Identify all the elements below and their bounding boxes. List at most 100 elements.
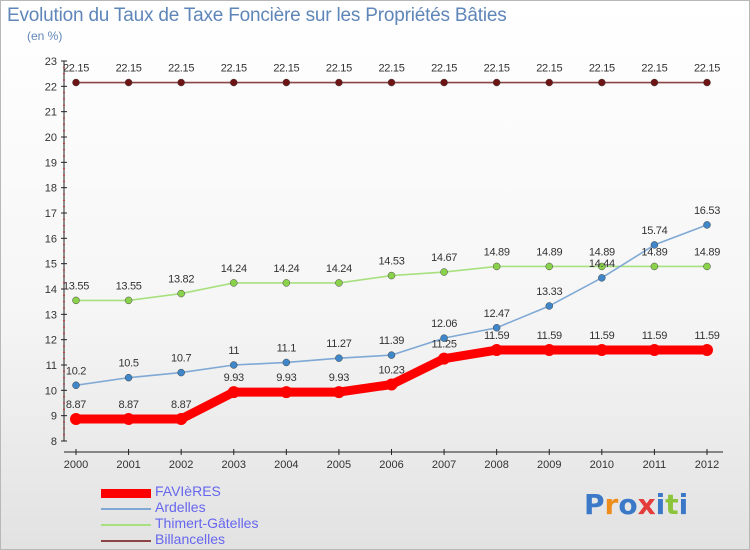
logo-letter: x <box>637 488 656 521</box>
data-point <box>648 344 661 357</box>
data-label: 22.15 <box>536 63 562 75</box>
data-label: 11.59 <box>589 330 614 342</box>
data-label: 10.23 <box>378 365 404 377</box>
data-point <box>280 386 293 399</box>
data-point <box>282 358 291 367</box>
data-point <box>332 386 345 399</box>
x-tick-label: 2003 <box>222 459 246 471</box>
data-label: 8.87 <box>171 399 191 411</box>
y-tick-label: 22 <box>45 81 57 93</box>
data-label: 22.15 <box>378 63 404 75</box>
x-tick-label: 2007 <box>432 459 456 471</box>
data-label: 15.74 <box>641 225 667 237</box>
y-tick-label: 18 <box>45 183 57 195</box>
data-point <box>335 279 343 287</box>
y-tick-label: 8 <box>51 436 57 448</box>
data-point <box>598 274 606 282</box>
legend-swatch <box>101 524 151 526</box>
y-tick-label: 9 <box>51 411 57 423</box>
data-point <box>387 271 396 280</box>
y-tick-label: 10 <box>45 385 57 397</box>
proxiti-logo: Proxiti <box>584 488 688 521</box>
legend-swatch <box>101 540 151 542</box>
data-point <box>175 412 188 425</box>
logo-letter: t <box>665 488 679 521</box>
logo-letter: i <box>678 488 689 521</box>
y-tick-label: 11 <box>46 360 57 372</box>
data-point <box>124 78 133 87</box>
y-tick-label: 14 <box>45 284 57 296</box>
data-label: 9.93 <box>224 372 244 384</box>
data-label: 22.15 <box>168 63 194 75</box>
axes: 8 9 10 11 12 13 14 15 16 17 18 19 20 21 22 23 2000 2001 20… <box>45 56 723 471</box>
data-label: 12.47 <box>484 308 510 320</box>
y-tick-label: 23 <box>45 56 57 68</box>
y-tick-label: 20 <box>45 132 57 144</box>
data-label: 22.15 <box>273 63 299 75</box>
data-point <box>124 373 133 382</box>
y-tick-label: 15 <box>45 259 57 271</box>
data-point <box>545 302 553 310</box>
legend-swatch <box>101 508 151 510</box>
data-point <box>543 344 556 357</box>
legend-label: Thimert-Gâtelles <box>155 515 259 531</box>
data-label: 14.24 <box>221 263 247 275</box>
data-point <box>440 268 448 276</box>
logo-letter: P <box>584 488 605 521</box>
data-label: 22.15 <box>63 63 89 75</box>
chart-title: Evolution du Taux de Taxe Foncière sur l… <box>7 5 507 26</box>
data-label: 11.39 <box>379 335 404 347</box>
x-tick-label: 2006 <box>379 459 403 471</box>
data-label: 14.67 <box>431 252 457 264</box>
data-point <box>387 78 396 87</box>
data-label: 22.15 <box>484 63 510 75</box>
data-label: 14.89 <box>484 246 510 258</box>
x-tick-label: 2009 <box>537 459 561 471</box>
data-point <box>492 324 501 332</box>
data-point <box>335 78 343 87</box>
data-label: 14.24 <box>273 263 299 275</box>
data-label: 11.1 <box>277 342 297 354</box>
legend-label: Billancelles <box>155 531 226 547</box>
data-point <box>72 78 80 87</box>
data-point <box>440 78 448 87</box>
data-point <box>545 262 553 271</box>
unit-label: (en %) <box>27 29 63 43</box>
x-tick-label: 2004 <box>274 459 298 471</box>
x-tick-label: 2000 <box>64 459 88 471</box>
data-label: 11.59 <box>484 330 509 342</box>
x-tick-label: 2011 <box>643 459 667 471</box>
data-label: 9.93 <box>276 372 296 384</box>
data-label: 11.59 <box>694 330 719 342</box>
logo-letter: o <box>618 488 638 521</box>
data-point <box>227 386 240 399</box>
logo-letter: i <box>655 488 666 521</box>
data-label: 8.87 <box>66 399 86 411</box>
y-tick-label: 19 <box>45 157 57 169</box>
data-label: 16.53 <box>694 205 720 217</box>
data-point <box>492 78 501 87</box>
series-points <box>70 78 713 425</box>
data-point <box>177 78 185 87</box>
legend-label: FAVIèRES <box>155 483 221 499</box>
y-tick-label: 13 <box>45 309 57 321</box>
data-point <box>703 78 711 87</box>
data-point <box>177 368 185 377</box>
data-point <box>230 279 238 287</box>
data-point <box>438 352 451 365</box>
data-label: 11 <box>228 345 239 357</box>
data-label: 11.27 <box>326 338 351 350</box>
data-label: 13.82 <box>168 274 194 286</box>
y-tick-label: 21 <box>45 107 57 119</box>
data-label: 14.53 <box>378 256 404 268</box>
x-tick-label: 2002 <box>169 459 193 471</box>
data-point <box>124 296 133 305</box>
data-point <box>650 262 659 271</box>
data-point <box>440 334 448 342</box>
x-tick-label: 2010 <box>590 459 614 471</box>
y-tick-label: 12 <box>45 335 57 347</box>
data-point <box>385 378 398 391</box>
data-point <box>177 289 185 298</box>
data-label: 22.15 <box>326 63 352 75</box>
